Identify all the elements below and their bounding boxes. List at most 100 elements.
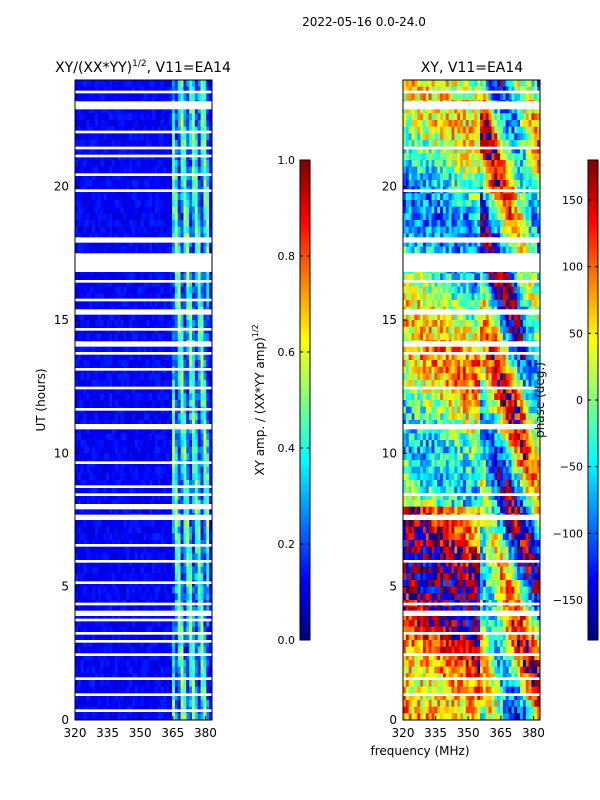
amplitude-cell <box>89 486 93 494</box>
amplitude-cell <box>160 166 164 174</box>
amplitude-cell <box>94 506 99 514</box>
amplitude-cell <box>189 293 193 301</box>
phase-cell <box>497 93 501 101</box>
amplitude-cell <box>92 280 96 288</box>
amplitude-cell <box>143 640 147 648</box>
phase-cell <box>520 106 524 114</box>
amplitude-colorbar-gradient <box>299 159 311 641</box>
amplitude-cell <box>89 400 93 408</box>
amplitude-cell <box>160 233 164 241</box>
amplitude-cell <box>126 520 130 528</box>
amplitude-cell <box>86 106 90 114</box>
amplitude-cell <box>197 686 201 694</box>
amplitude-cell <box>200 686 204 694</box>
amplitude-cell <box>209 286 213 294</box>
amplitude-cell <box>206 586 210 594</box>
amplitude-cell <box>177 446 181 454</box>
amplitude-cell <box>194 526 199 534</box>
amplitude-cell <box>157 520 162 528</box>
amplitude-cell <box>177 680 181 688</box>
amplitude-cell <box>157 506 162 514</box>
amplitude-cell <box>106 160 110 168</box>
amplitude-cell <box>197 633 201 641</box>
amplitude-cell <box>163 80 167 88</box>
amplitude-cell <box>180 673 184 681</box>
amplitude-flagged-row <box>75 101 212 110</box>
amplitude-cell <box>129 160 133 168</box>
amplitude-cell <box>209 180 213 188</box>
amplitude-cell <box>83 373 87 381</box>
amplitude-cell <box>92 593 96 601</box>
amplitude-cell <box>177 486 181 494</box>
amplitude-cell <box>209 506 213 514</box>
amplitude-cell <box>80 353 84 361</box>
amplitude-cell <box>146 173 150 181</box>
amplitude-title-suffix: , V11=EA14 <box>147 60 231 76</box>
phase-cell <box>480 113 484 121</box>
amplitude-cell <box>192 433 196 441</box>
amplitude-cell <box>203 286 207 294</box>
amplitude-cell <box>114 146 119 154</box>
amplitude-cell <box>92 113 96 121</box>
amplitude-y-tick-label: 10 <box>54 446 69 460</box>
amplitude-cell <box>200 506 204 514</box>
amplitude-cell <box>134 433 139 441</box>
amplitude-cell <box>92 373 96 381</box>
amplitude-cell <box>146 86 150 94</box>
amplitude-cell <box>140 133 144 141</box>
amplitude-cell <box>100 686 104 694</box>
amplitude-cell <box>97 320 102 328</box>
amplitude-cell <box>203 553 207 561</box>
amplitude-cell <box>92 386 96 394</box>
amplitude-cell <box>157 280 162 288</box>
phase-cell <box>471 113 475 121</box>
amplitude-cell <box>140 646 144 654</box>
amplitude-cell <box>152 653 156 661</box>
amplitude-cell <box>97 480 102 488</box>
amplitude-cell <box>174 713 179 721</box>
amplitude-cell <box>80 180 84 188</box>
amplitude-cell <box>126 446 130 454</box>
amplitude-cell <box>209 140 213 148</box>
amplitude-cell <box>189 473 193 481</box>
amplitude-cell <box>209 173 213 181</box>
amplitude-cell <box>154 380 159 388</box>
amplitude-heatmap <box>75 80 213 721</box>
amplitude-cell <box>92 546 96 554</box>
amplitude-cell <box>123 620 127 628</box>
amplitude-cell <box>114 433 119 441</box>
amplitude-cell <box>129 566 133 574</box>
amplitude-cell <box>123 193 127 201</box>
amplitude-cell <box>129 373 133 381</box>
amplitude-cell <box>92 213 96 221</box>
amplitude-cell <box>203 546 207 554</box>
amplitude-cell <box>154 520 159 528</box>
amplitude-cell <box>129 346 133 354</box>
amplitude-cell <box>77 680 82 688</box>
amplitude-cell <box>180 533 184 541</box>
amplitude-cell <box>126 200 130 208</box>
amplitude-cell <box>140 693 144 701</box>
amplitude-cell <box>197 80 201 88</box>
amplitude-cell <box>149 360 153 368</box>
amplitude-cell <box>80 546 84 554</box>
amplitude-cell <box>197 420 201 428</box>
amplitude-cell <box>157 80 162 88</box>
amplitude-cell <box>169 480 173 488</box>
amplitude-cell <box>197 480 201 488</box>
amplitude-cell <box>100 453 104 461</box>
amplitude-cell <box>160 586 164 594</box>
amplitude-cell <box>97 380 102 388</box>
amplitude-cell <box>83 520 87 528</box>
amplitude-cell <box>137 93 142 101</box>
amplitude-cell <box>83 160 87 168</box>
amplitude-cell <box>166 666 170 674</box>
amplitude-cell <box>80 480 84 488</box>
phase-cell <box>491 86 495 94</box>
amplitude-cell <box>146 166 150 174</box>
amplitude-cell <box>94 660 99 668</box>
amplitude-cell <box>189 193 193 201</box>
amplitude-cell <box>183 560 187 568</box>
amplitude-cell <box>97 633 102 641</box>
amplitude-cell <box>186 93 190 101</box>
